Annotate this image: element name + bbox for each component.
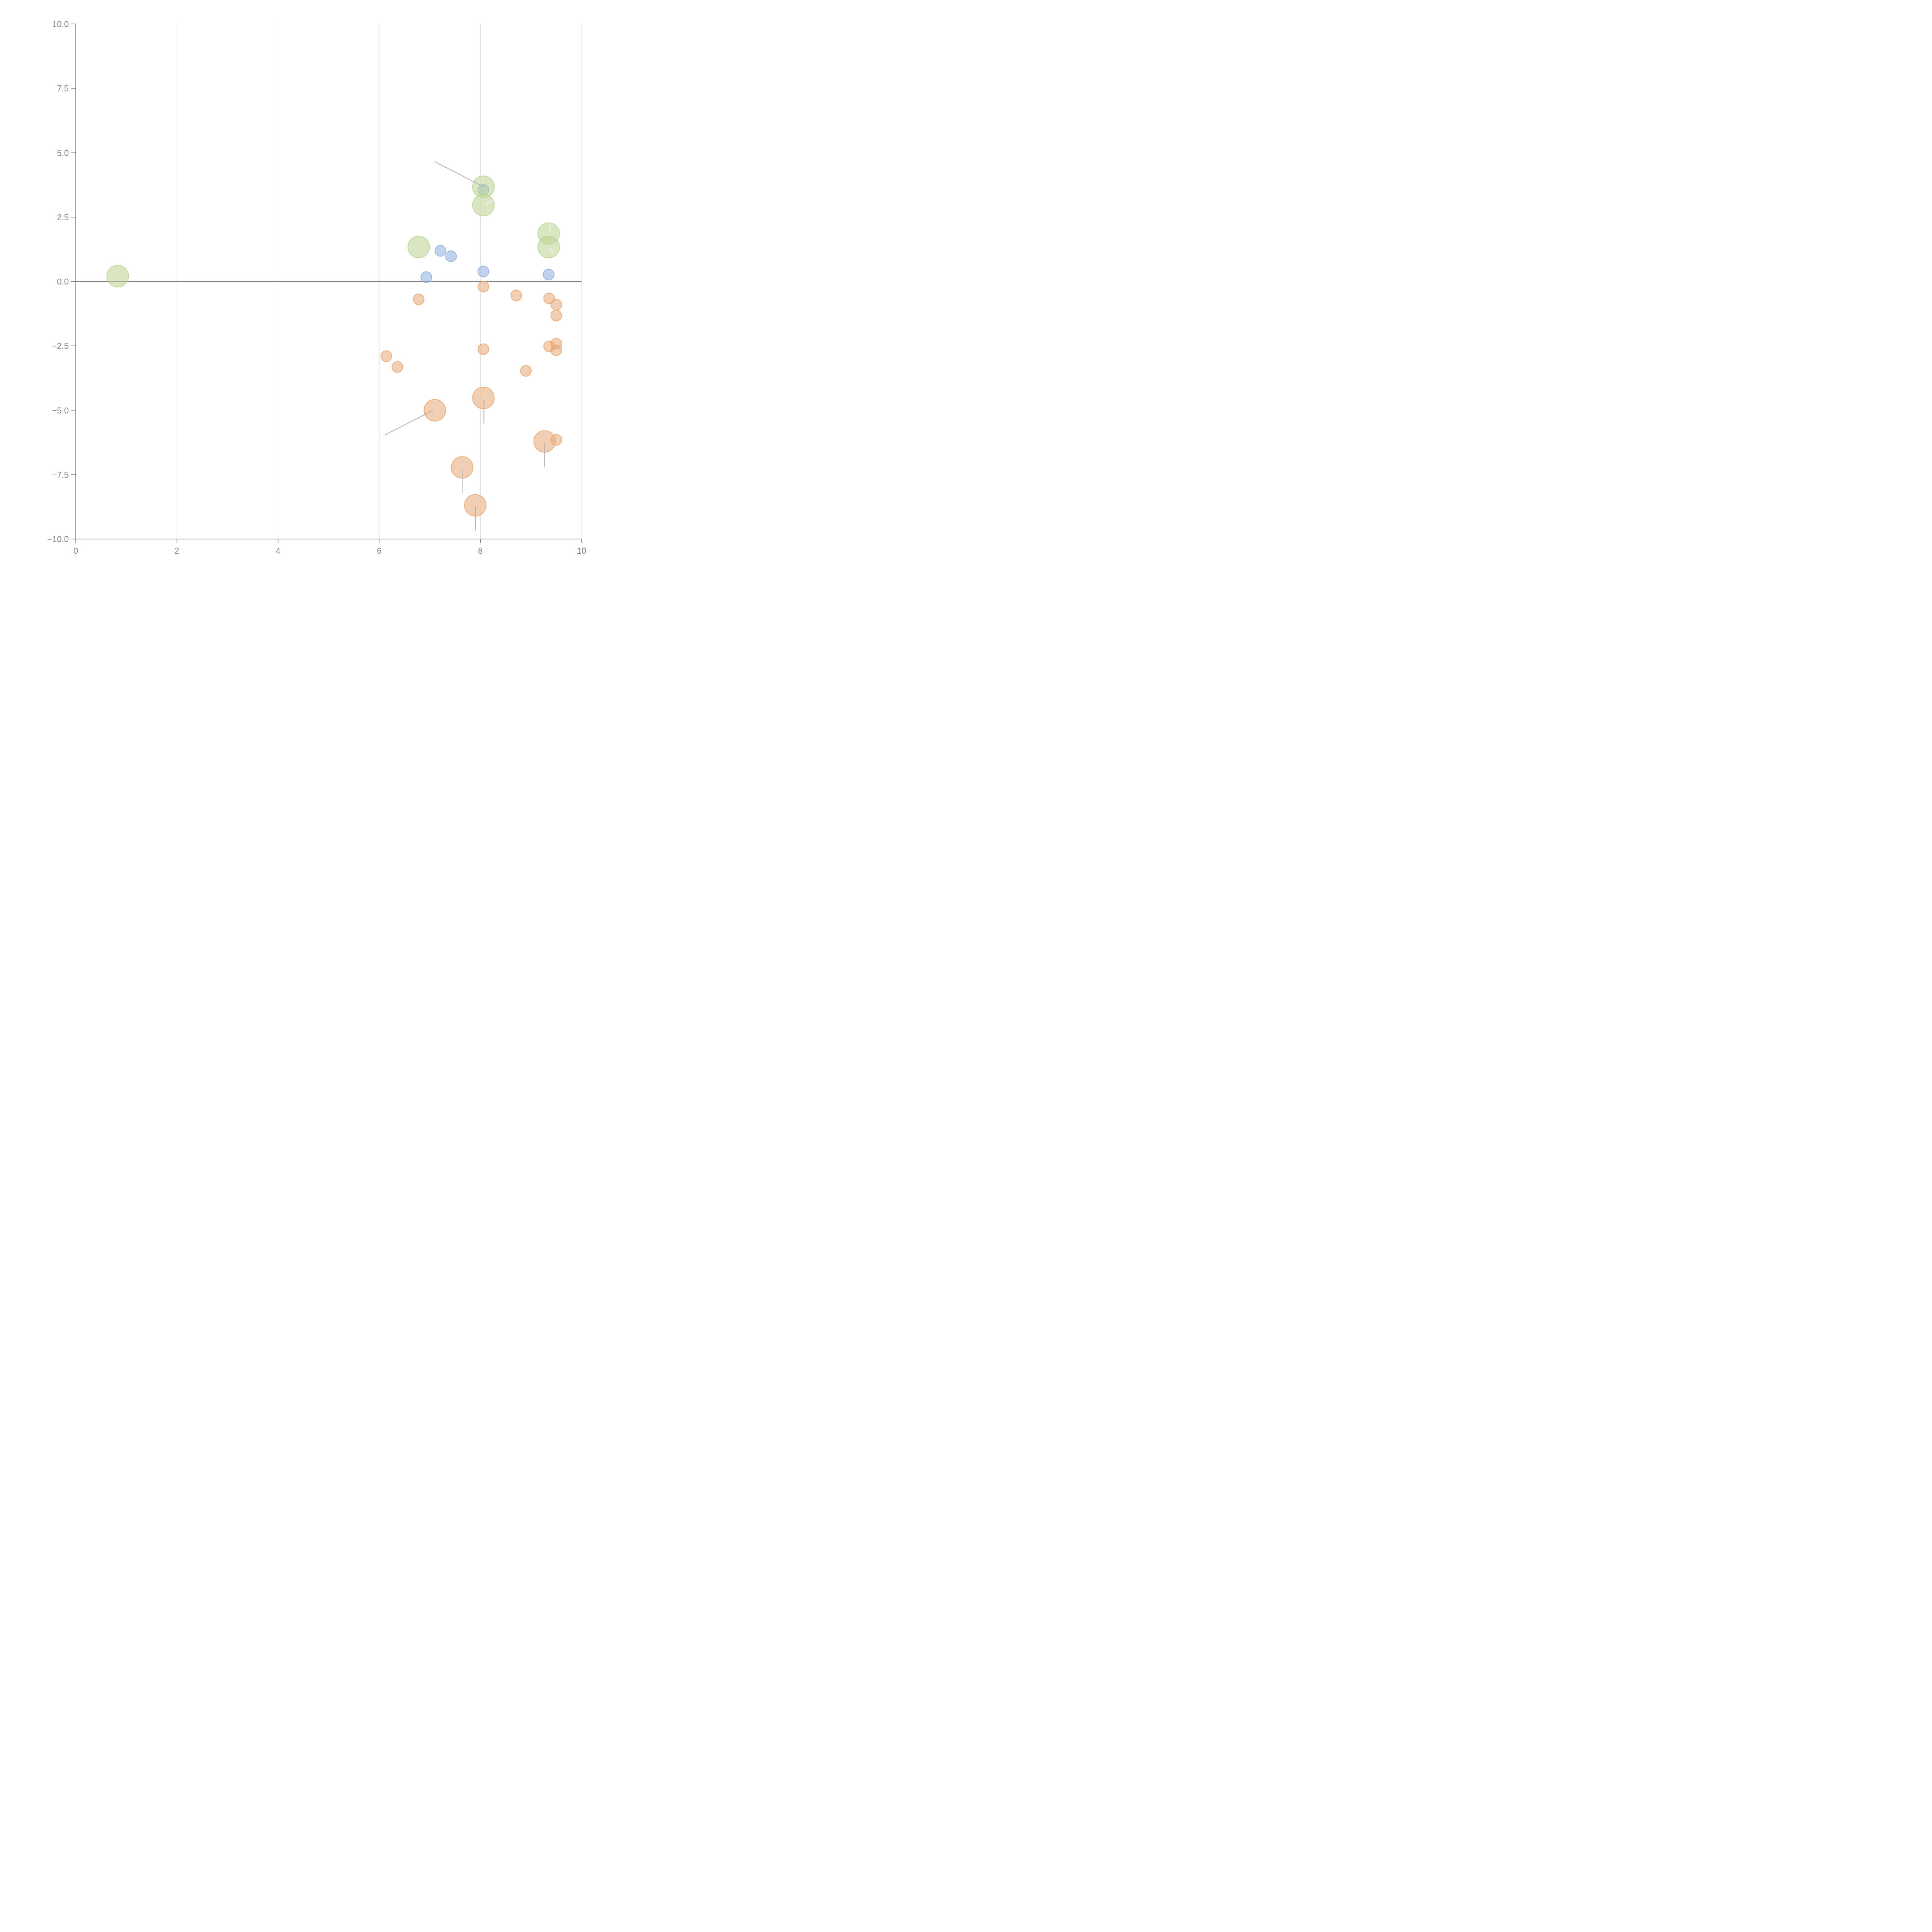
x-tick-label: 2 <box>175 546 179 556</box>
data-point-green <box>472 194 495 216</box>
x-tick-label: 6 <box>377 546 381 556</box>
data-point-orange <box>550 344 562 356</box>
data-point-blue <box>445 250 457 262</box>
data-point-orange <box>550 310 562 321</box>
data-point-orange <box>413 293 425 305</box>
y-tick-label: −10.0 <box>47 534 69 544</box>
data-points <box>106 175 562 517</box>
data-point-orange <box>510 289 522 301</box>
annotation-leader-line <box>434 161 484 187</box>
data-point-green <box>106 265 129 287</box>
x-axis-ticks: 0 2 4 6 8 10 <box>73 539 586 556</box>
data-point-blue <box>478 265 490 277</box>
annotation-leader-line <box>549 248 554 254</box>
data-point-orange <box>550 299 562 311</box>
data-point-orange <box>478 343 490 355</box>
series-orange-large <box>423 386 556 517</box>
data-point-orange <box>478 281 490 293</box>
data-point-blue <box>420 271 432 283</box>
annotation-leader-line <box>549 221 551 233</box>
scatter-chart: 0 2 4 6 8 10 10.0 7.5 5.0 2.5 0.0 −2.5 −5.0 −7.5 −10.… <box>47 19 586 556</box>
y-tick-label: −2.5 <box>52 341 69 351</box>
y-tick-label: 0.0 <box>57 277 69 287</box>
y-tick-label: 2.5 <box>57 213 69 222</box>
x-tick-label: 10 <box>577 546 586 556</box>
data-point-green <box>537 236 560 259</box>
series-green <box>106 175 560 287</box>
annotation-leaders <box>385 161 554 531</box>
y-tick-label: 10.0 <box>52 19 69 29</box>
data-point-orange-large <box>472 386 495 409</box>
data-point-green <box>407 236 430 259</box>
series-orange <box>380 281 562 446</box>
data-point-orange-large <box>423 399 446 422</box>
data-point-orange <box>520 365 532 377</box>
annotation-leader-line <box>385 410 434 435</box>
data-point-blue <box>543 269 554 281</box>
data-point-orange <box>391 361 403 373</box>
annotation-leader-line <box>485 200 494 205</box>
x-tick-label: 0 <box>73 546 78 556</box>
y-tick-label: −5.0 <box>52 406 69 415</box>
x-tick-label: 4 <box>276 546 280 556</box>
y-axis-ticks: 10.0 7.5 5.0 2.5 0.0 −2.5 −5.0 −7.5 −10.0 <box>47 19 76 544</box>
data-point-orange <box>380 350 392 362</box>
data-point-blue <box>434 245 446 257</box>
x-tick-label: 8 <box>478 546 483 556</box>
y-tick-label: 7.5 <box>57 84 69 94</box>
y-tick-label: 5.0 <box>57 148 69 158</box>
y-tick-label: −7.5 <box>52 470 69 480</box>
